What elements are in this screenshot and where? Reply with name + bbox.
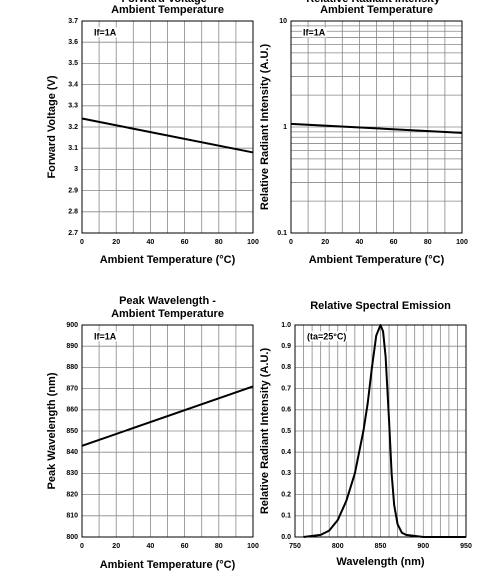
y-tick-label: 1.0 xyxy=(281,322,291,329)
y-tick-label: 840 xyxy=(66,449,78,456)
y-tick-label: 2.7 xyxy=(68,230,78,237)
plot-frame xyxy=(81,324,254,538)
chart-subtitle: Ambient Temperature xyxy=(111,308,224,320)
y-tick-label: 880 xyxy=(66,364,78,371)
y-tick-label: 0.3 xyxy=(281,470,291,477)
y-tick-label: 3.1 xyxy=(68,145,78,152)
x-tick-label: 20 xyxy=(112,239,120,246)
x-tick-label: 900 xyxy=(417,543,429,550)
x-tick-label: 0 xyxy=(80,543,84,550)
y-tick-label: 0.1 xyxy=(277,230,287,237)
x-tick-label: 60 xyxy=(181,239,189,246)
plot-frame xyxy=(290,20,463,234)
y-tick-label: 3.5 xyxy=(68,60,78,67)
data-line xyxy=(290,122,463,134)
y-tick-label: 0.7 xyxy=(281,385,291,392)
data-line xyxy=(81,117,254,154)
y-tick-label: 820 xyxy=(66,491,78,498)
y-tick-label: 0.6 xyxy=(281,407,291,414)
data-line xyxy=(81,385,254,447)
y-tick-label: 3.6 xyxy=(68,39,78,46)
annotation: If=1A xyxy=(303,27,326,37)
x-axis-label: Wavelength (nm) xyxy=(336,556,425,568)
y-tick-label: 800 xyxy=(66,534,78,541)
annotation-bg xyxy=(306,331,348,342)
y-tick-label: 860 xyxy=(66,407,78,414)
annotation-bg xyxy=(302,27,327,38)
data-line xyxy=(303,324,466,538)
x-tick-label: 750 xyxy=(289,543,301,550)
x-tick-label: 100 xyxy=(247,543,259,550)
y-tick-label: 870 xyxy=(66,385,78,392)
y-tick-label: 850 xyxy=(66,428,78,435)
x-tick-label: 60 xyxy=(181,543,189,550)
annotation-bg xyxy=(93,27,118,38)
y-axis-label: Peak Wavelength (nm) xyxy=(46,372,58,489)
x-tick-label: 100 xyxy=(247,239,259,246)
y-tick-label: 0.9 xyxy=(281,343,291,350)
chart-subtitle: Ambient Temperature xyxy=(320,4,433,16)
x-tick-label: 40 xyxy=(147,543,155,550)
y-tick-label: 3 xyxy=(74,166,78,173)
y-tick-label: 1 xyxy=(283,124,287,131)
y-tick-label: 900 xyxy=(66,322,78,329)
annotation-bg xyxy=(93,331,118,342)
chart-subtitle: Ambient Temperature xyxy=(111,4,224,16)
y-tick-label: 2.9 xyxy=(68,187,78,194)
x-tick-label: 800 xyxy=(332,543,344,550)
y-tick-label: 0.4 xyxy=(281,449,291,456)
y-tick-label: 10 xyxy=(279,18,287,25)
y-tick-label: 810 xyxy=(66,513,78,520)
x-tick-label: 40 xyxy=(356,239,364,246)
chart-title: Forward Voltage - xyxy=(121,0,213,5)
annotation: If=1A xyxy=(94,331,117,341)
x-axis-label: Ambient Temperature (°C) xyxy=(100,559,236,571)
x-tick-label: 100 xyxy=(456,239,468,246)
chart-title: Relative Radiant Intensity - xyxy=(306,0,447,5)
y-tick-label: 3.2 xyxy=(68,124,78,131)
y-axis-label: Forward Voltage (V) xyxy=(46,75,58,178)
annotation: (ta=25°C) xyxy=(307,331,346,341)
y-tick-label: 0.8 xyxy=(281,364,291,371)
y-tick-label: 3.7 xyxy=(68,18,78,25)
plot-frame xyxy=(81,20,254,234)
x-axis-label: Ambient Temperature (°C) xyxy=(100,254,236,266)
y-tick-label: 0.0 xyxy=(281,534,291,541)
x-tick-label: 80 xyxy=(424,239,432,246)
x-tick-label: 20 xyxy=(321,239,329,246)
x-tick-label: 40 xyxy=(147,239,155,246)
x-tick-label: 80 xyxy=(215,543,223,550)
x-tick-label: 0 xyxy=(289,239,293,246)
y-axis-label: Relative Radiant Intensity (A.U.) xyxy=(259,348,271,515)
chart-title: Peak Wavelength - xyxy=(119,295,216,307)
x-tick-label: 950 xyxy=(460,543,472,550)
x-tick-label: 850 xyxy=(375,543,387,550)
y-tick-label: 0.1 xyxy=(281,513,291,520)
x-tick-label: 80 xyxy=(215,239,223,246)
y-tick-label: 890 xyxy=(66,343,78,350)
y-tick-label: 830 xyxy=(66,470,78,477)
y-tick-label: 3.4 xyxy=(68,81,78,88)
chart-title: Relative Spectral Emission xyxy=(310,300,451,312)
x-tick-label: 20 xyxy=(112,543,120,550)
x-axis-label: Ambient Temperature (°C) xyxy=(309,254,445,266)
x-tick-label: 0 xyxy=(80,239,84,246)
y-tick-label: 0.5 xyxy=(281,428,291,435)
y-tick-label: 2.8 xyxy=(68,209,78,216)
annotation: If=1A xyxy=(94,27,117,37)
x-tick-label: 60 xyxy=(390,239,398,246)
y-axis-label: Relative Radiant Intensity (A.U.) xyxy=(259,44,271,211)
y-tick-label: 3.3 xyxy=(68,103,78,110)
y-tick-label: 0.2 xyxy=(281,491,291,498)
